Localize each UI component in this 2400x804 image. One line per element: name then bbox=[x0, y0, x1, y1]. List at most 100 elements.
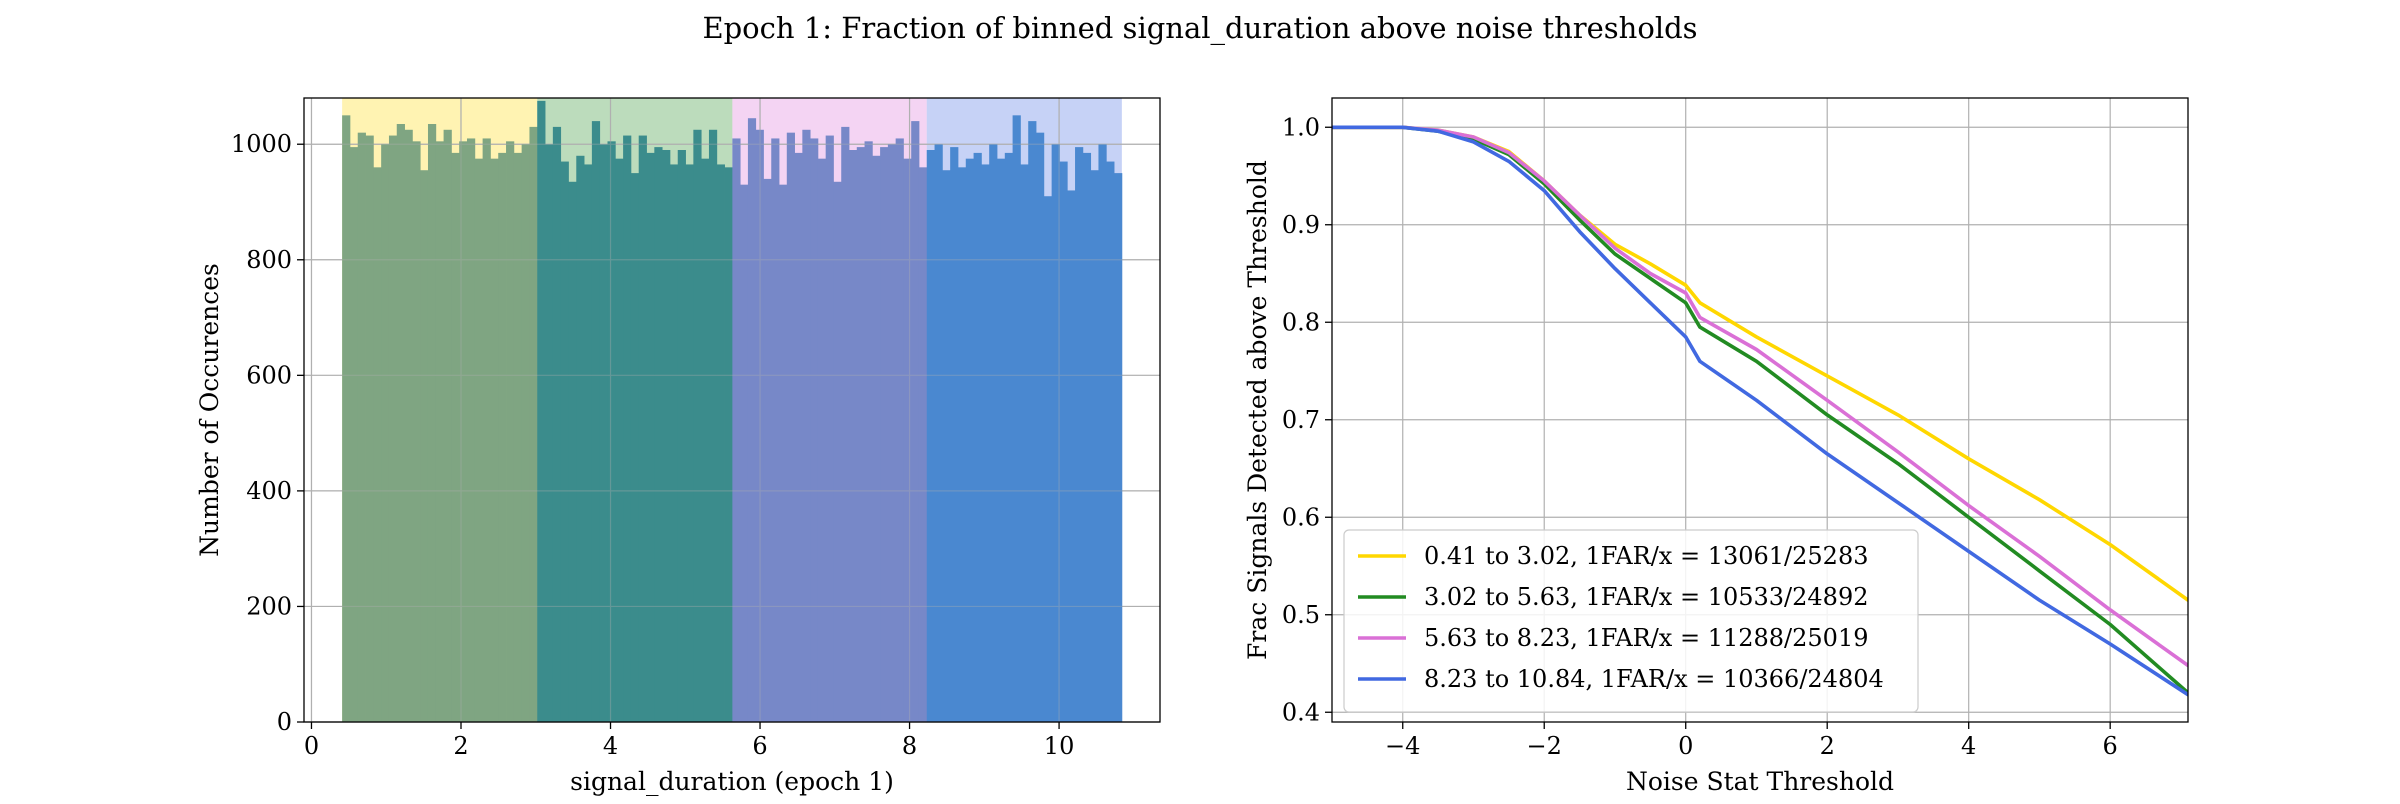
histogram-bar bbox=[599, 144, 608, 722]
histogram-bar bbox=[342, 115, 351, 723]
histogram-bar bbox=[381, 144, 390, 722]
histogram-bar bbox=[880, 147, 889, 723]
line-x-tick-label: −2 bbox=[1527, 732, 1562, 760]
histogram-bar bbox=[498, 152, 507, 722]
histogram-bar bbox=[490, 158, 499, 722]
histogram-bar bbox=[443, 129, 452, 722]
hist-y-axis-label: Number of Occurences bbox=[195, 263, 224, 557]
legend: 0.41 to 3.02, 1FAR/x = 13061/25283 3.02 t… bbox=[1343, 529, 1919, 713]
line-y-tick-label: 0.6 bbox=[1282, 503, 1320, 531]
histogram-bar bbox=[918, 167, 928, 723]
line-y-axis-label: Frac Signals Detected above Threshold bbox=[1243, 160, 1272, 660]
line-x-tick-label: 4 bbox=[1961, 732, 1976, 760]
histogram-bar bbox=[740, 184, 749, 722]
histogram-bar bbox=[942, 170, 951, 722]
histogram-bar bbox=[887, 144, 897, 722]
histogram-bar bbox=[1028, 121, 1037, 723]
hist-y-tick-label: 200 bbox=[246, 592, 292, 620]
legend-entry: 0.41 to 3.02, 1FAR/x = 13061/25283 bbox=[1424, 542, 1869, 570]
histogram-bar bbox=[981, 164, 990, 722]
histogram-bar bbox=[779, 184, 788, 722]
histogram-bar bbox=[1012, 115, 1021, 723]
histogram-bar bbox=[591, 121, 601, 723]
line-x-tick-label: 0 bbox=[1678, 732, 1693, 760]
histogram-bar bbox=[747, 118, 757, 722]
histogram-bar bbox=[607, 141, 616, 723]
line-y-tick-label: 0.9 bbox=[1282, 211, 1320, 239]
histogram-bar bbox=[545, 144, 554, 722]
histogram-bar bbox=[388, 135, 398, 723]
histogram-bar bbox=[989, 144, 998, 722]
histogram-bar bbox=[451, 152, 460, 722]
histogram-bar bbox=[1090, 170, 1099, 722]
histogram-bar bbox=[529, 126, 538, 722]
histogram-bar bbox=[872, 155, 881, 722]
line-x-tick-label: −4 bbox=[1385, 732, 1420, 760]
hist-grid-overlay bbox=[304, 98, 1160, 723]
series-line bbox=[1332, 125, 2188, 668]
series-line bbox=[1332, 125, 2188, 697]
histogram-bar bbox=[396, 124, 405, 722]
histogram-bar bbox=[349, 147, 359, 723]
series-line bbox=[1332, 125, 2188, 695]
legend-entry: 5.63 to 8.23, 1FAR/x = 11288/25019 bbox=[1424, 624, 1869, 652]
histogram-bar bbox=[708, 129, 718, 722]
line-y-tick-label: 0.5 bbox=[1282, 601, 1320, 629]
histogram-bar bbox=[568, 181, 577, 722]
histogram-bar bbox=[771, 138, 780, 722]
histogram-bar bbox=[615, 158, 624, 722]
line-y-tick-label: 1.0 bbox=[1282, 113, 1320, 141]
histogram-bar bbox=[630, 173, 640, 723]
histogram-bar bbox=[365, 135, 374, 723]
line-x-tick-label: 2 bbox=[1820, 732, 1835, 760]
histogram-bar bbox=[794, 152, 803, 722]
histogram-bar bbox=[420, 170, 429, 722]
histogram-bar bbox=[435, 141, 444, 723]
histogram-bar bbox=[786, 132, 795, 722]
histogram-bar bbox=[903, 158, 912, 722]
histogram-bar bbox=[552, 126, 562, 722]
line-y-tick-label: 0.8 bbox=[1282, 308, 1320, 336]
histogram-bar bbox=[957, 167, 967, 723]
histogram-bar bbox=[521, 144, 530, 722]
histogram-bar bbox=[732, 138, 741, 722]
histogram-bar bbox=[965, 158, 974, 722]
histogram-bar bbox=[802, 129, 811, 722]
histogram-bar bbox=[373, 167, 382, 723]
line-y-tick-label: 0.7 bbox=[1282, 406, 1320, 434]
histogram-bar bbox=[864, 141, 873, 723]
histogram-bar bbox=[1059, 161, 1068, 723]
line-frame bbox=[1331, 97, 2189, 723]
hist-x-tick-label: 8 bbox=[902, 732, 917, 760]
histogram-bar bbox=[701, 158, 710, 722]
legend-entry: 3.02 to 5.63, 1FAR/x = 10533/24892 bbox=[1424, 583, 1869, 611]
histogram-bar bbox=[357, 132, 366, 722]
histogram-bar bbox=[934, 144, 943, 722]
hist-y-tick-label: 600 bbox=[246, 361, 292, 389]
hist-x-tick-label: 2 bbox=[453, 732, 468, 760]
histogram-bar bbox=[467, 138, 476, 722]
histogram-bar bbox=[817, 158, 827, 722]
hist-frame bbox=[303, 97, 1161, 723]
histogram-bar bbox=[848, 150, 858, 722]
histogram-bar bbox=[911, 121, 920, 723]
histogram-chart: 0 2 4 6 8 10 0 200 400 600 800 1000 signal_duration … bbox=[195, 97, 1161, 796]
histogram-bar bbox=[654, 147, 663, 723]
histogram-bar bbox=[841, 126, 850, 722]
histogram-bar bbox=[926, 150, 935, 722]
histogram-bar bbox=[895, 138, 904, 722]
histogram-bar bbox=[404, 129, 413, 722]
histogram-bar bbox=[1106, 161, 1115, 723]
histogram-bar bbox=[506, 141, 515, 723]
histogram-bar bbox=[1067, 190, 1076, 722]
histogram-bar bbox=[584, 164, 593, 722]
histogram-bar bbox=[693, 129, 702, 722]
histogram-bar bbox=[459, 141, 468, 723]
figure-title: Epoch 1: Fraction of binned signal_durat… bbox=[702, 11, 1697, 46]
hist-x-tick-label: 0 bbox=[304, 732, 319, 760]
histogram-bar bbox=[763, 178, 772, 722]
histogram-bar bbox=[996, 158, 1006, 722]
histogram-bar bbox=[755, 129, 764, 722]
histogram-bar bbox=[1114, 173, 1123, 723]
line-chart: −4 −2 0 2 4 6 0.4 0.5 0.6 0.7 0.8 0.9 1.0 Noise Stat … bbox=[1243, 97, 2189, 796]
